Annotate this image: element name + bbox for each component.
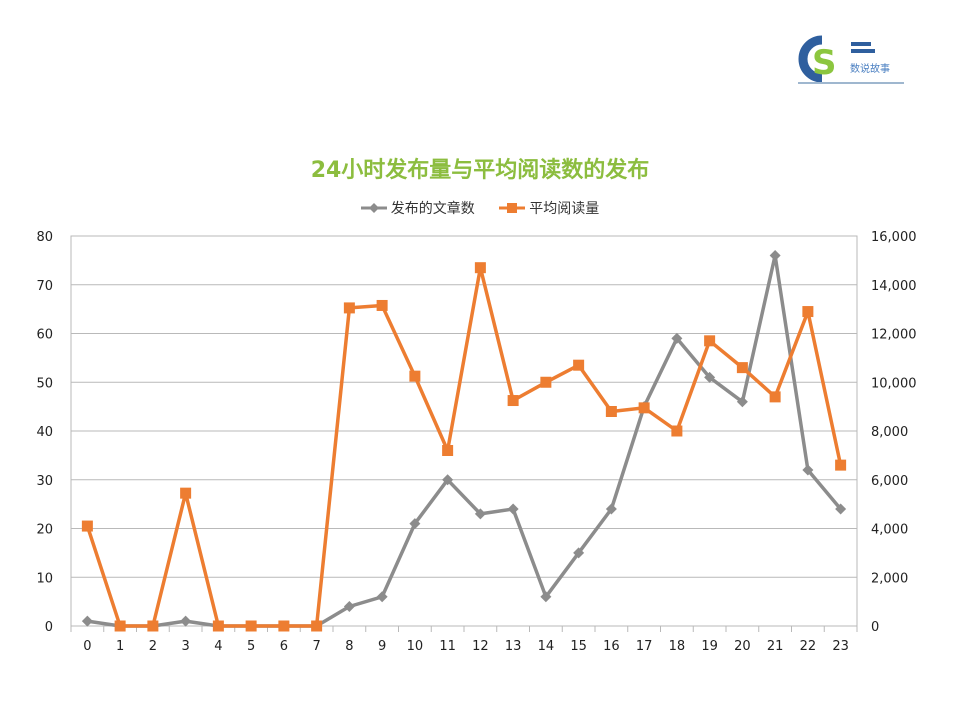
data-point-articles	[343, 601, 355, 612]
data-point-reads	[507, 395, 519, 407]
y-left-tick-label: 10	[36, 571, 53, 586]
y-right-tick-label: 0	[871, 620, 879, 635]
data-point-reads	[376, 299, 388, 311]
y-left-tick-label: 20	[36, 523, 53, 538]
x-tick-label: 22	[800, 639, 817, 654]
data-point-articles	[442, 474, 454, 486]
data-point-articles	[376, 591, 388, 603]
x-tick-label: 2	[149, 639, 157, 654]
data-point-reads	[409, 370, 421, 382]
data-point-reads	[343, 302, 355, 314]
legend-item-reads: 平均阅读量	[499, 198, 599, 218]
series-line-1	[87, 253, 842, 628]
x-tick-label: 10	[407, 639, 424, 654]
data-point-articles	[802, 464, 814, 476]
data-point-reads	[835, 459, 847, 471]
data-point-articles	[704, 371, 716, 383]
chart-legend: 发布的文章数 平均阅读量	[0, 198, 960, 218]
data-point-reads	[245, 620, 257, 632]
data-point-reads	[114, 620, 126, 632]
x-tick-label: 13	[505, 639, 522, 654]
y-right-tick-label: 4,000	[871, 523, 908, 538]
x-tick-label: 18	[669, 639, 686, 654]
data-point-articles	[81, 615, 93, 627]
data-point-articles	[409, 518, 421, 530]
data-point-reads	[769, 391, 781, 403]
legend-label-reads: 平均阅读量	[529, 201, 600, 217]
x-tick-label: 20	[734, 639, 751, 654]
data-point-articles	[573, 547, 585, 559]
x-tick-label: 9	[378, 639, 386, 654]
x-tick-label: 1	[116, 639, 124, 654]
data-point-reads	[638, 402, 650, 414]
legend-swatch-articles	[360, 203, 387, 213]
x-tick-label: 7	[312, 639, 320, 654]
y-left-tick-label: 30	[36, 474, 53, 489]
legend-item-articles: 发布的文章数	[360, 198, 475, 218]
data-point-articles	[540, 591, 552, 603]
data-point-reads	[442, 445, 454, 456]
x-tick-label: 12	[472, 639, 489, 654]
x-tick-label: 15	[570, 639, 587, 654]
x-tick-label: 14	[538, 639, 555, 654]
svg-text:S: S	[812, 43, 837, 83]
series-line-2	[85, 265, 843, 628]
y-right-tick-label: 16,000	[871, 230, 917, 245]
y-right-tick-label: 12,000	[871, 328, 917, 343]
data-point-reads	[180, 487, 192, 499]
data-point-articles	[671, 332, 683, 344]
data-point-articles	[474, 508, 486, 520]
x-tick-label: 17	[636, 639, 653, 654]
y-right-tick-label: 10,000	[871, 376, 917, 391]
x-tick-label: 6	[280, 639, 288, 654]
legend-swatch-reads	[499, 203, 526, 213]
y-left-tick-label: 80	[36, 230, 53, 245]
data-point-reads	[311, 620, 323, 632]
x-tick-label: 0	[83, 639, 91, 654]
y-right-tick-label: 14,000	[871, 279, 917, 294]
x-tick-label: 5	[247, 639, 255, 654]
data-point-reads	[212, 620, 224, 632]
y-left-tick-label: 60	[36, 328, 53, 343]
x-tick-label: 11	[439, 639, 456, 654]
y-right-tick-label: 6,000	[871, 474, 908, 489]
data-point-reads	[147, 620, 159, 632]
data-point-articles	[736, 396, 748, 408]
x-tick-label: 16	[603, 639, 620, 654]
chart-title: 24小时发布量与平均阅读数的发布	[310, 158, 650, 183]
data-point-reads	[736, 362, 748, 374]
data-point-reads	[474, 262, 486, 274]
data-point-articles	[835, 503, 847, 515]
logo-caption: 数说故事	[850, 64, 890, 75]
y-left-tick-label: 50	[36, 376, 53, 391]
data-point-articles	[180, 615, 192, 627]
x-tick-label: 4	[214, 639, 222, 654]
data-point-reads	[704, 335, 716, 347]
data-point-reads	[573, 359, 585, 371]
data-point-reads	[540, 376, 552, 388]
data-point-articles	[605, 503, 617, 515]
data-point-reads	[605, 406, 617, 417]
y-left-tick-label: 40	[36, 425, 53, 440]
data-point-articles	[507, 503, 519, 515]
data-point-articles	[769, 250, 781, 261]
logo-underline	[798, 82, 904, 84]
data-point-reads	[81, 520, 93, 532]
brand-logo: S	[796, 34, 906, 84]
legend-label-articles: 发布的文章数	[390, 201, 475, 217]
y-left-tick-label: 70	[36, 279, 53, 294]
y-right-tick-label: 2,000	[871, 571, 908, 586]
x-tick-label: 3	[181, 639, 189, 654]
y-left-tick-label: 0	[45, 620, 53, 635]
x-tick-label: 23	[832, 639, 849, 654]
x-tick-label: 19	[701, 639, 718, 654]
data-point-reads	[802, 306, 814, 318]
y-right-tick-label: 8,000	[871, 425, 908, 440]
x-tick-label: 21	[767, 639, 784, 654]
x-tick-label: 8	[345, 639, 353, 654]
data-point-reads	[278, 620, 290, 632]
data-point-reads	[671, 425, 683, 437]
